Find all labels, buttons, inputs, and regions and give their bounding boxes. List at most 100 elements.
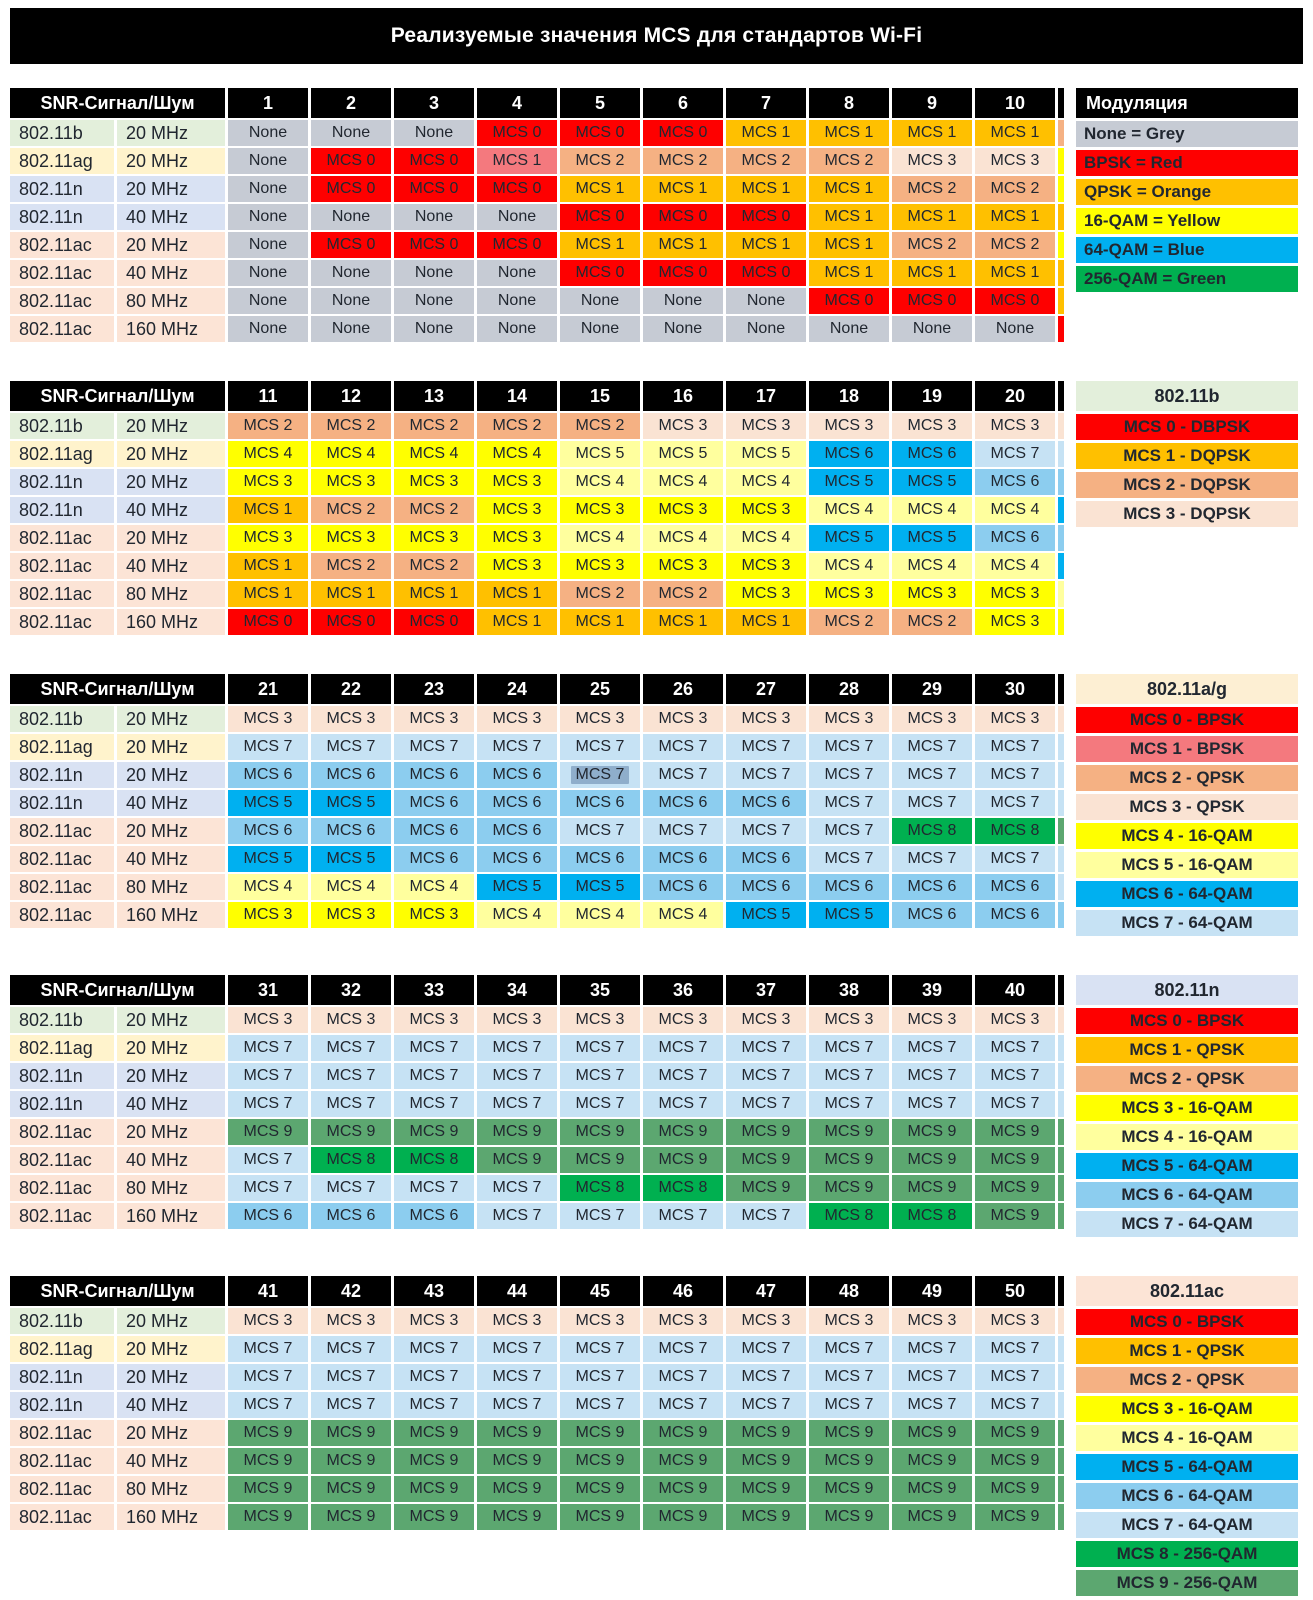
snr-header: SNR-Сигнал/Шум [10, 674, 225, 704]
mcs-cell-col28: MCS 7 [809, 762, 889, 788]
mcs-cell-col2: MCS 0 [311, 176, 391, 202]
row-label-bandwidth: 20 MHz [117, 1420, 225, 1446]
mcs-cell-col48: MCS 7 [809, 1364, 889, 1390]
mcs-cell-col42: MCS 7 [311, 1336, 391, 1362]
mcs-cell-col15: MCS 2 [560, 413, 640, 439]
snr-table-2: SNR-Сигнал/Шум 11 12 13 14 15 16 17 18 19 20 802.11… [10, 381, 1064, 635]
mcs-cell-col35: MCS 9 [560, 1147, 640, 1173]
mcs-cell-col50: MCS 9 [975, 1476, 1055, 1502]
mcs-cell-col5: None [560, 316, 640, 342]
row-label-bandwidth: 80 MHz [117, 1175, 225, 1201]
row-label-standard: 802.11n [10, 176, 114, 202]
mcs-cell-col48: MCS 7 [809, 1336, 889, 1362]
mcs-cell-col30: MCS 7 [975, 762, 1055, 788]
mcs-cell-col34: MCS 9 [477, 1147, 557, 1173]
mcs-cell-col15: MCS 4 [560, 469, 640, 495]
legend-2: 802.11b MCS 0 - DBPSK MCS 1 - DQPSK MCS 2 -… [1076, 381, 1298, 527]
mcs-cell-col4: MCS 0 [477, 120, 557, 146]
mcs-cell-col40: MCS 7 [975, 1091, 1055, 1117]
mcs-cell-col26: MCS 7 [643, 818, 723, 844]
mcs-cell-col23: MCS 6 [394, 846, 474, 872]
mcs-cell-col29: MCS 7 [892, 790, 972, 816]
mcs-cell-col16: MCS 3 [643, 553, 723, 579]
mcs-cell-col37: MCS 7 [726, 1063, 806, 1089]
legend-item: MCS 0 - BPSK [1076, 1008, 1298, 1034]
mcs-cell-col33: MCS 3 [394, 1007, 474, 1033]
mcs-cell-col28: MCS 5 [809, 902, 889, 928]
mcs-cell-col21: MCS 3 [228, 902, 308, 928]
header-sliver [1058, 1276, 1064, 1306]
row-sliver [1058, 1119, 1064, 1145]
legend-item: 16-QAM = Yellow [1076, 208, 1298, 234]
mcs-cell-col45: MCS 3 [560, 1308, 640, 1334]
legend-item: MCS 3 - 16-QAM [1076, 1095, 1298, 1121]
table-block-1: SNR-Сигнал/Шум 1 2 3 4 5 6 7 8 9 10 802.11b 20 MHz No… [10, 88, 1303, 342]
mcs-cell-col39: MCS 7 [892, 1035, 972, 1061]
mcs-cell-col17: MCS 3 [726, 581, 806, 607]
mcs-cell-col17: MCS 3 [726, 553, 806, 579]
mcs-cell-col46: MCS 7 [643, 1392, 723, 1418]
mcs-cell-col43: MCS 9 [394, 1448, 474, 1474]
mcs-cell-col32: MCS 7 [311, 1175, 391, 1201]
row-label-bandwidth: 20 MHz [117, 818, 225, 844]
mcs-cell-col33: MCS 7 [394, 1175, 474, 1201]
mcs-cell-col30: MCS 6 [975, 874, 1055, 900]
mcs-cell-col23: MCS 4 [394, 874, 474, 900]
row-label-standard: 802.11ag [10, 1035, 114, 1061]
mcs-cell-col47: MCS 7 [726, 1364, 806, 1390]
col-header-47: 47 [726, 1276, 806, 1306]
mcs-cell-col48: MCS 3 [809, 1308, 889, 1334]
mcs-cell-col23: MCS 6 [394, 762, 474, 788]
mcs-cell-col34: MCS 7 [477, 1091, 557, 1117]
mcs-cell-col8: MCS 1 [809, 260, 889, 286]
mcs-cell-col11: MCS 1 [228, 553, 308, 579]
row-label-bandwidth: 160 MHz [117, 316, 225, 342]
row-label-bandwidth: 40 MHz [117, 553, 225, 579]
mcs-cell-col20: MCS 3 [975, 581, 1055, 607]
mcs-cell-col23: MCS 6 [394, 790, 474, 816]
mcs-cell-col4: None [477, 204, 557, 230]
mcs-cell-col36: MCS 7 [643, 1203, 723, 1229]
mcs-cell-col13: MCS 4 [394, 441, 474, 467]
mcs-cell-col41: MCS 7 [228, 1364, 308, 1390]
mcs-cell-col34: MCS 7 [477, 1063, 557, 1089]
mcs-cell-col35: MCS 7 [560, 1063, 640, 1089]
mcs-cell-col32: MCS 6 [311, 1203, 391, 1229]
mcs-cell-col42: MCS 7 [311, 1392, 391, 1418]
mcs-cell-col1: None [228, 316, 308, 342]
mcs-cell-col3: None [394, 316, 474, 342]
col-header-22: 22 [311, 674, 391, 704]
row-label-bandwidth: 40 MHz [117, 1147, 225, 1173]
mcs-cell-col45: MCS 9 [560, 1448, 640, 1474]
mcs-cell-col24: MCS 6 [477, 790, 557, 816]
col-header-11: 11 [228, 381, 308, 411]
col-header-6: 6 [643, 88, 723, 118]
mcs-cell-col46: MCS 9 [643, 1476, 723, 1502]
mcs-cell-col8: MCS 1 [809, 176, 889, 202]
row-label-standard: 802.11ac [10, 525, 114, 551]
row-label-standard: 802.11ac [10, 818, 114, 844]
mcs-cell-col38: MCS 3 [809, 1007, 889, 1033]
row-sliver [1058, 874, 1064, 900]
mcs-cell-col48: MCS 9 [809, 1448, 889, 1474]
row-sliver [1058, 469, 1064, 495]
legend-item: MCS 7 - 64-QAM [1076, 910, 1298, 936]
mcs-cell-col9: MCS 2 [892, 232, 972, 258]
mcs-cell-col38: MCS 9 [809, 1147, 889, 1173]
mcs-cell-col31: MCS 6 [228, 1203, 308, 1229]
mcs-cell-col23: MCS 7 [394, 734, 474, 760]
mcs-cell-col3: None [394, 204, 474, 230]
row-sliver [1058, 1063, 1064, 1089]
mcs-cell-col41: MCS 9 [228, 1420, 308, 1446]
mcs-cell-col20: MCS 4 [975, 497, 1055, 523]
selected-cell-highlight: MCS 7 [570, 766, 630, 784]
row-sliver [1058, 316, 1064, 342]
mcs-cell-col33: MCS 7 [394, 1091, 474, 1117]
row-label-standard: 802.11n [10, 790, 114, 816]
legend-item: MCS 4 - 16-QAM [1076, 823, 1298, 849]
mcs-cell-col13: MCS 3 [394, 469, 474, 495]
mcs-cell-col38: MCS 9 [809, 1119, 889, 1145]
legend-title: 802.11a/g [1076, 674, 1298, 704]
mcs-cell-col10: MCS 0 [975, 288, 1055, 314]
mcs-cell-col38: MCS 9 [809, 1175, 889, 1201]
